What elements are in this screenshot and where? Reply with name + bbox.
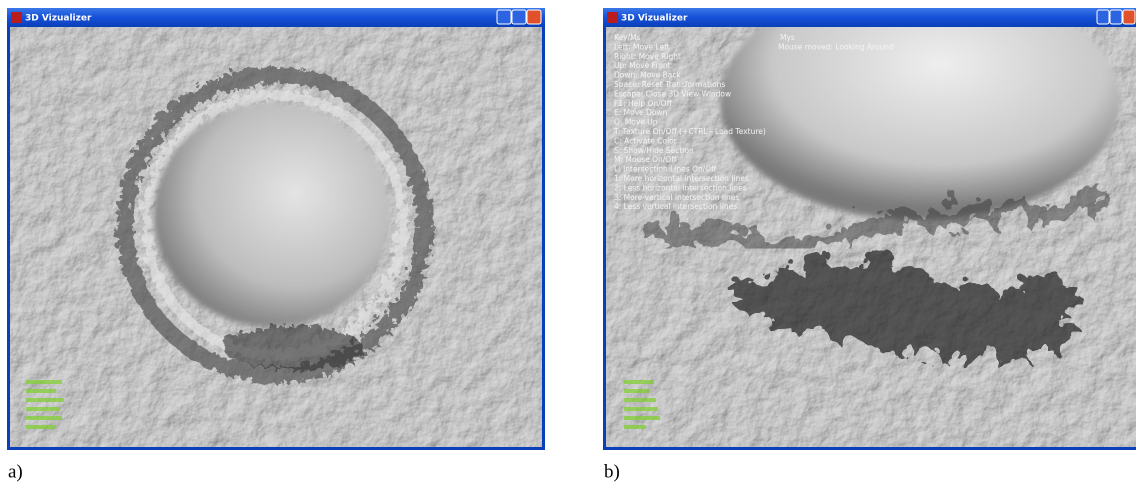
close-button[interactable] xyxy=(527,10,541,24)
help-line: 2: Less horizontal intersection lines xyxy=(614,183,747,192)
app-icon xyxy=(607,12,618,23)
help-line: Key/Ms xyxy=(614,33,641,42)
minimize-button[interactable] xyxy=(1097,10,1109,24)
help-line: E: Move Down xyxy=(614,108,668,117)
help-line: Right: Move Right xyxy=(614,52,681,61)
help-line: Up: Move Front xyxy=(614,61,671,70)
minimize-button[interactable] xyxy=(497,10,511,24)
help-line: L: Intersection Lines On/Off xyxy=(614,165,717,174)
help-line: 4: Less vertical intersection lines xyxy=(614,202,737,211)
crater-dome xyxy=(154,103,390,327)
window-title: 3D Vizualizer xyxy=(25,14,92,24)
status-line: Mouse moved: Looking Around xyxy=(778,42,894,51)
maximize-button[interactable] xyxy=(512,10,526,24)
viewport xyxy=(10,27,542,447)
window-a: 3D Vizualizer xyxy=(7,8,545,450)
caption: a) xyxy=(8,461,23,482)
help-line: 3: More vertical intersection lines xyxy=(614,193,739,202)
app-icon xyxy=(11,12,22,23)
help-line: Left: Move Left xyxy=(614,42,670,51)
help-line: Space: Reset Transformations xyxy=(614,80,725,89)
help-line: Escape: Close 3D View Window xyxy=(614,89,731,98)
page: 3D Vizualizer a) 3D Vizualizer xyxy=(0,0,1136,496)
help-line: C: Activate Color xyxy=(614,136,678,145)
help-line: S: Show/Hide Section xyxy=(614,146,694,155)
close-button[interactable] xyxy=(1123,10,1135,24)
help-line: Down: Move Back xyxy=(614,71,682,80)
caption: b) xyxy=(604,461,620,482)
help-line: Q: Move Up xyxy=(614,118,658,127)
help-line: M: Mouse On/Off xyxy=(614,155,677,164)
help-line: F1: Help On/Off xyxy=(614,99,673,108)
help-line: T: Texture On/Off (+CTRL - Load Texture) xyxy=(613,127,766,136)
crater-debris xyxy=(220,323,360,367)
window-title: 3D Vizualizer xyxy=(621,14,688,24)
maximize-button[interactable] xyxy=(1110,10,1122,24)
help-line: 1: More horizontal intersection lines xyxy=(614,174,749,183)
status-line: Mys xyxy=(780,33,795,42)
